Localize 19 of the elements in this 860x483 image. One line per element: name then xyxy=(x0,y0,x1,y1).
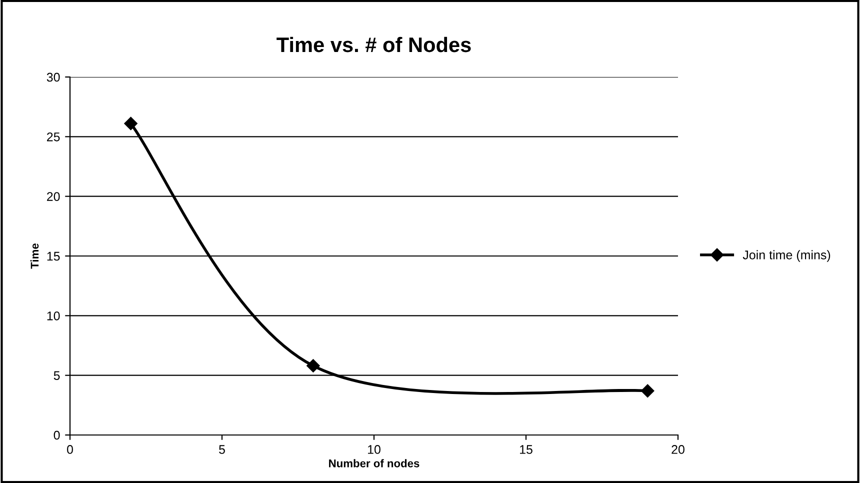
x-axis-title: Number of nodes xyxy=(329,459,420,468)
y-axis-title: Time xyxy=(30,244,39,269)
point xyxy=(124,116,138,130)
y-tick-label: 30 xyxy=(46,72,60,82)
x-tick-label: 10 xyxy=(368,445,380,454)
x-tick-label: 5 xyxy=(219,445,225,454)
y-tick-label: 15 xyxy=(47,252,60,261)
y-tick-label: 25 xyxy=(47,132,60,142)
point xyxy=(641,384,654,398)
y-tick-label: 10 xyxy=(47,311,60,320)
point xyxy=(306,359,320,372)
x-tick-label: 0 xyxy=(67,445,73,454)
x-tick-label: 20 xyxy=(672,445,684,454)
y-tick-label: 20 xyxy=(47,192,60,201)
x-tick-label: 15 xyxy=(520,445,532,454)
chart-title: Time vs. # of Nodes xyxy=(276,36,471,52)
y-tick-label: 0 xyxy=(54,430,60,440)
legend-label: Join time (mins) xyxy=(742,250,830,262)
y-tick-label: 5 xyxy=(54,371,60,380)
